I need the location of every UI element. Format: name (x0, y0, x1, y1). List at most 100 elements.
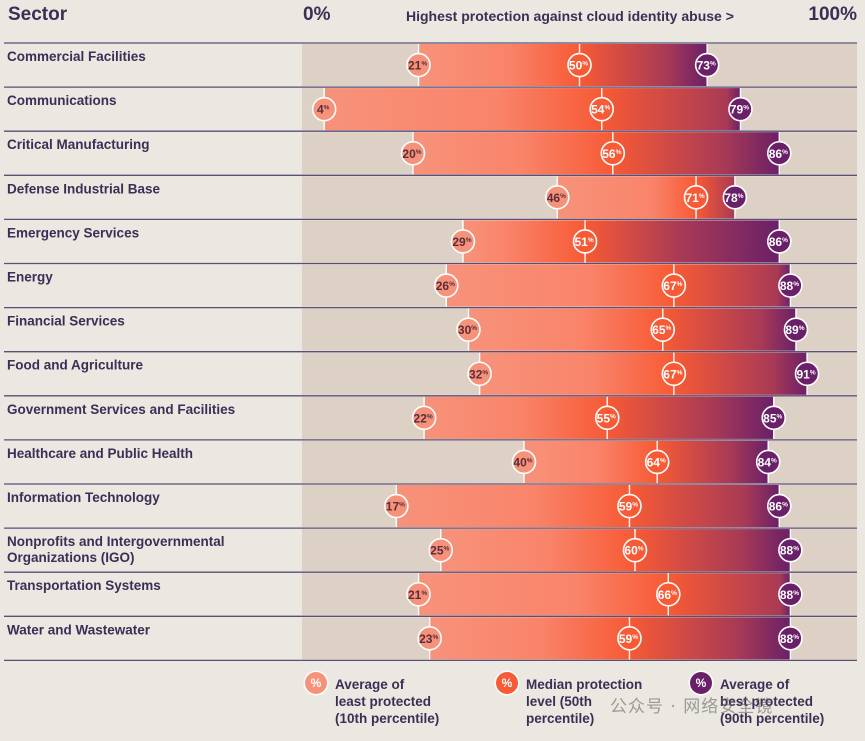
sector-label: Nonprofits and Intergovernmental Organiza… (7, 534, 225, 565)
sector-label: Government Services and Facilities (7, 402, 235, 417)
range-bar (479, 352, 808, 395)
sector-label: Financial Services (7, 314, 125, 329)
sector-label: Critical Manufacturing (7, 137, 150, 152)
marker-p50-circle (655, 581, 681, 607)
marker-p90-circle (761, 405, 787, 431)
marker-p10-circle (467, 361, 492, 387)
marker-p10-pct: % (560, 193, 566, 200)
marker-p90-pct: % (738, 193, 744, 200)
range-bar (324, 88, 741, 131)
sector-label-line: Nonprofits and Intergovernmental (7, 534, 225, 549)
sector-label: Information Technology (7, 490, 160, 505)
legend-label-least: Average of least protected (10th percent… (335, 677, 440, 726)
marker-p90-circle (766, 140, 792, 166)
marker-p50-circle (644, 449, 670, 475)
marker-p50-circle (600, 140, 626, 166)
sector-label-line: Commercial Facilities (7, 49, 146, 64)
marker-p10-pct: % (527, 457, 533, 464)
range-bar (418, 573, 791, 616)
marker-p10-pct: % (421, 61, 427, 68)
marker-p10-circle (456, 317, 481, 342)
marker-p10-circle (428, 537, 454, 563)
marker-p10-pct: % (466, 237, 472, 244)
marker-p50-pct: % (582, 61, 588, 68)
marker-p50-pct: % (604, 105, 610, 112)
range-bar (440, 529, 791, 572)
legend-label-best: Average of best protected (90th percenti… (720, 677, 825, 726)
marker-p90-circle (728, 96, 753, 122)
marker-p90-pct: % (782, 502, 788, 509)
legend-badge-best: % (690, 672, 712, 694)
range-bar (446, 264, 791, 307)
sector-label-line: Energy (7, 270, 53, 285)
marker-p90-circle (778, 537, 803, 563)
marker-p90-circle (766, 493, 792, 519)
marker-p50-pct: % (632, 502, 638, 509)
range-bar (429, 617, 791, 660)
marker-p90-circle (766, 229, 792, 254)
marker-p50-pct: % (588, 237, 594, 244)
marker-p10-pct: % (432, 634, 438, 641)
sector-label: Water and Wastewater (7, 622, 151, 637)
marker-p50-circle (622, 537, 648, 563)
marker-p50-circle (589, 96, 615, 122)
marker-p90-circle (778, 626, 803, 651)
marker-p10-pct: % (449, 281, 455, 288)
marker-p10-circle (511, 449, 537, 475)
sector-label-line: Water and Wastewater (7, 622, 151, 637)
marker-p50-pct: % (616, 149, 622, 156)
range-bar (396, 485, 780, 528)
marker-p10-circle (400, 140, 426, 166)
sector-label: Emergency Services (7, 225, 139, 240)
marker-p50-pct: % (671, 590, 677, 597)
sector-label: Healthcare and Public Health (7, 446, 193, 461)
marker-p90-pct: % (793, 634, 799, 641)
sector-label: Food and Agriculture (7, 358, 143, 373)
marker-p10-pct: % (471, 325, 477, 332)
marker-p10-circle (544, 185, 570, 210)
marker-p50-circle (683, 185, 709, 210)
marker-p50-circle (650, 317, 676, 342)
sector-label: Communications (7, 93, 117, 108)
marker-p10-pct: % (416, 149, 422, 156)
marker-p10-circle (433, 273, 459, 298)
marker-p10-pct: % (324, 105, 330, 112)
marker-p90-pct: % (793, 546, 799, 553)
marker-p90-pct: % (810, 369, 816, 376)
sector-label-line: Communications (7, 93, 117, 108)
marker-p90-circle (694, 52, 720, 78)
marker-p90-circle (783, 317, 809, 342)
marker-p10-circle (311, 96, 337, 122)
sector-label-line: Food and Agriculture (7, 358, 143, 373)
marker-p10-circle (450, 229, 476, 254)
marker-p90-pct: % (743, 105, 749, 112)
marker-p50-pct: % (632, 634, 638, 641)
legend-badge-least: % (305, 672, 327, 694)
marker-p50-pct: % (666, 325, 672, 332)
marker-p50-circle (617, 493, 642, 519)
sector-label-line: Healthcare and Public Health (7, 446, 193, 461)
legend-badge-median: % (496, 672, 518, 694)
marker-p90-pct: % (793, 281, 799, 288)
range-bar (413, 132, 780, 175)
sector-label: Transportation Systems (7, 578, 161, 593)
axis-title: Highest protection against cloud identit… (406, 8, 734, 24)
sector-label-line: Information Technology (7, 490, 160, 505)
marker-p50-pct: % (610, 413, 616, 420)
marker-p10-circle (417, 626, 442, 651)
marker-p50-circle (617, 626, 642, 651)
watermark-text: 公众号 · 网络安全镜 (610, 697, 774, 717)
range-bar (462, 220, 780, 263)
marker-p10-circle (406, 581, 431, 607)
range-bar (468, 308, 796, 351)
sector-label-line: Defense Industrial Base (7, 181, 161, 196)
marker-p10-pct: % (444, 546, 450, 553)
